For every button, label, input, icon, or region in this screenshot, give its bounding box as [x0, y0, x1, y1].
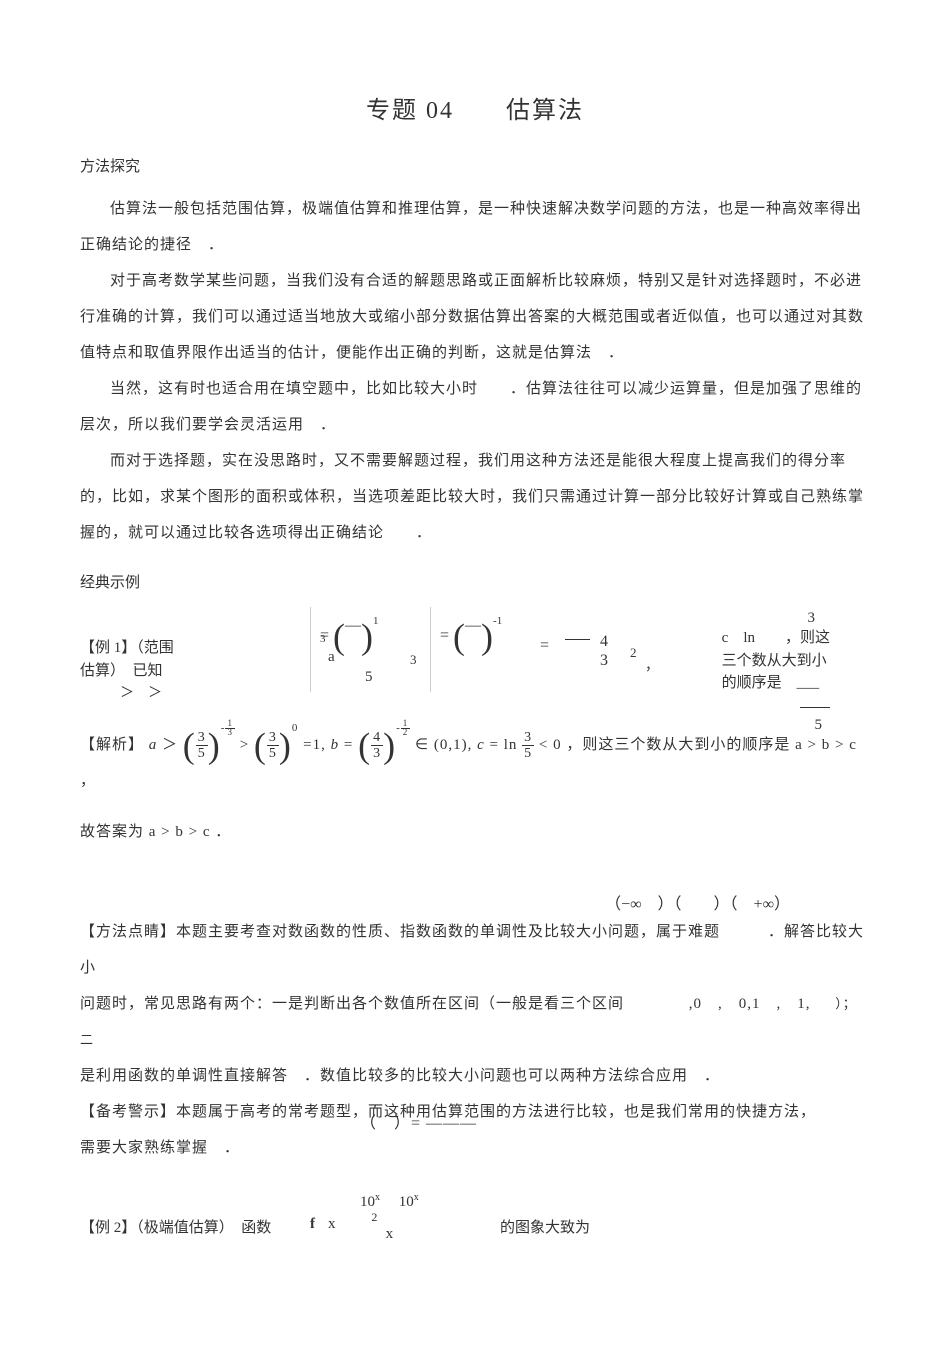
solution-prefix: 【解析】	[80, 737, 144, 753]
paragraph-4: 而对于选择题，实在没思路时，又不需要解题过程，我们用这种方法还是能很大程度上提高…	[80, 443, 870, 551]
ex2-sub: 2	[345, 1210, 404, 1226]
rparen2-icon: )	[481, 616, 493, 656]
example-1-block: 【例 1】（范围 估算） 已知 ＞ ＞ = (—)13 a 5 3 = (—)-…	[80, 607, 870, 717]
page-title: 专题 04 估算法	[80, 90, 870, 125]
method-line2a: 问题时，常见思路有两个：一是判断出各个数值所在区间（一般是看三个区间	[80, 996, 624, 1012]
ex2-f: f	[310, 1216, 315, 1233]
ex1-eq2: =	[540, 637, 549, 655]
ex2-suffix: 的图象大致为	[500, 1216, 590, 1237]
ex1-dash-bottom	[800, 707, 830, 708]
method-line2: 问题时，常见思路有两个：一是判断出各个数值所在区间（一般是看三个区间 ,0 , …	[80, 986, 870, 1058]
intervals-text: （−∞ ）（ ）（ +∞）	[80, 890, 790, 914]
section-method-header: 方法探究	[80, 155, 870, 176]
method-line1: 【方法点睛】本题主要考查对数函数的性质、指数函数的单调性及比较大小问题，属于难题…	[80, 914, 870, 986]
method-line5: 需要大家熟练掌握 ． （ ）= ———	[80, 1130, 870, 1166]
ex1-four: 4	[600, 632, 608, 651]
ex2-formula: 10x 10x 2 x	[360, 1191, 419, 1248]
ex1-three: 3	[600, 651, 608, 670]
ex2-prefix: 【例 2】（极端值估算） 函数	[80, 1216, 271, 1237]
ex1-c-three: 3	[808, 610, 816, 627]
ex1-five: 5	[815, 717, 823, 734]
ex1-order: ＞ ＞	[120, 686, 162, 701]
ex1-label-line1: 【例 1】（范围	[80, 640, 174, 656]
paragraph-3: 当然，这有时也适合用在填空题中，比如比较大小时 ．估算法往往可以减少运算量，但是…	[80, 371, 870, 443]
lparen2-icon: (	[453, 616, 465, 656]
ex1-label-line2: 估算） 已知	[80, 663, 163, 679]
paragraph-2: 对于高考数学某些问题，当我们没有合适的解题思路或正面解析比较麻烦，特别又是针对选…	[80, 263, 870, 371]
ex1-term-a: = (—)13 a 5 3	[320, 627, 379, 663]
vertical-rule-1	[310, 607, 311, 692]
ex1-comma2: ，	[645, 655, 659, 675]
ex1-dash-mid	[565, 639, 590, 640]
ex2-ten-left: 10	[360, 1194, 375, 1210]
rparen-icon: )	[361, 616, 373, 656]
ex2-denom: x	[360, 1225, 419, 1245]
ex2-ten-right: 10	[399, 1194, 414, 1210]
ex1-term-b: = (—)-1	[440, 627, 502, 663]
example-1-label: 【例 1】（范围 估算） 已知 ＞ ＞	[80, 637, 174, 705]
solution-line: 【解析】 a ＞ (35)-13 > (35)0 =1, b = (43)-12…	[80, 727, 870, 799]
ex1-term-c: c ln ，则这 三个数从大到小 的顺序是 ___	[722, 627, 830, 695]
fx-inline-formula: （ ）= ———	[360, 1105, 477, 1143]
solution-final: 故答案为 a > b > c ．	[80, 814, 870, 850]
section-examples-header: 经典示例	[80, 571, 870, 592]
method-note-block: （−∞ ）（ ）（ +∞） 【方法点睛】本题主要考查对数函数的性质、指数函数的单…	[80, 890, 870, 1166]
paragraph-1: 估算法一般包括范围估算，极端值估算和推理估算，是一种快速解决数学问题的方法，也是…	[80, 191, 870, 263]
ex1-c-desc1: 三个数从大到小	[722, 653, 827, 669]
ex1-c-label: c ln	[722, 630, 755, 646]
ex1-frac-4-3: 4 3	[600, 632, 608, 670]
ex1-c-desc2: 的顺序是 ___	[722, 675, 820, 691]
ex1-a-frac-bot: 5	[365, 669, 373, 686]
method-line3: 是利用函数的单调性直接解答 ．数值比较多的比较大小问题也可以两种方法综合应用 ．	[80, 1058, 870, 1094]
document-page: 专题 04 估算法 方法探究 估算法一般包括范围估算，极端值估算和推理估算，是一…	[0, 0, 950, 1345]
ex2-exp-right: x	[414, 1192, 419, 1203]
ex2-x: x	[328, 1216, 336, 1233]
ex2-exp-left: x	[375, 1192, 380, 1203]
method-line5-text: 需要大家熟练掌握 ．	[80, 1140, 240, 1156]
vertical-rule-2	[430, 607, 431, 692]
ex1-sub2: 2	[630, 645, 637, 661]
method-line2b: ,0 , 0,1 , 1,	[689, 996, 811, 1012]
ex1-a-sub: a	[328, 649, 335, 666]
example-2-block: 【例 2】（极端值估算） 函数 f x 10x 10x 2 x 的图象大致为	[80, 1191, 870, 1251]
